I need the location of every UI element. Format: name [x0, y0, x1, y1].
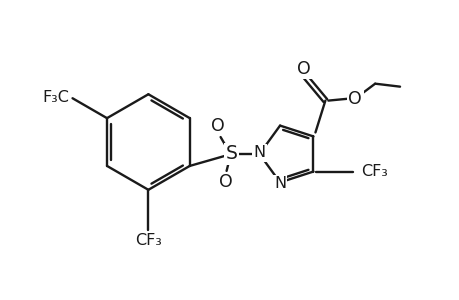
Text: N: N: [274, 176, 285, 191]
Text: O: O: [296, 60, 310, 78]
Text: N: N: [253, 146, 265, 160]
Text: O: O: [347, 90, 361, 108]
Text: CF₃: CF₃: [134, 232, 162, 247]
Text: CF₃: CF₃: [360, 164, 387, 179]
Text: O: O: [210, 117, 224, 135]
Text: S: S: [225, 145, 237, 164]
Text: O: O: [218, 173, 232, 191]
Text: F₃C: F₃C: [43, 90, 69, 105]
